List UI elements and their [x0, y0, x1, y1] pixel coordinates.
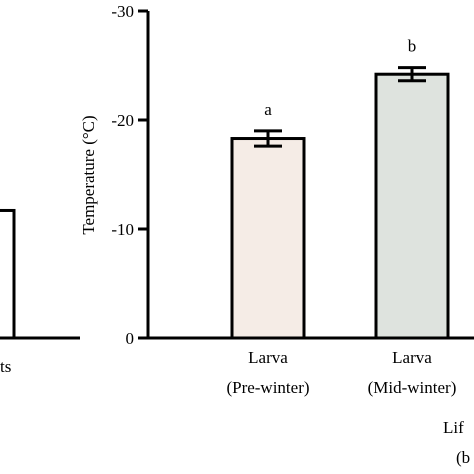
left-panel-category-fragment: ts	[0, 357, 11, 376]
bar-2	[374, 72, 450, 340]
significance-label: a	[264, 100, 272, 119]
x-axis-label-sub: (b	[456, 448, 470, 467]
left-panel-bar	[0, 208, 16, 340]
y-tick-label: -10	[111, 220, 134, 239]
y-tick-label: -20	[111, 111, 134, 130]
x-axis-label: Lif	[443, 418, 464, 437]
category-label: Larva	[248, 348, 288, 367]
category-label: (Pre-winter)	[226, 378, 309, 397]
category-labels: Larva (Pre-winter) Larva (Mid-winter)	[226, 348, 456, 397]
category-label: (Mid-winter)	[368, 378, 457, 397]
y-tick-label: 0	[126, 329, 135, 348]
plot-area: 0-10-20-30 ab Larva(Pre-winter)Larva(Mid…	[111, 2, 474, 397]
y-ticks: 0 -10 -20 -30	[111, 2, 148, 348]
bar-1	[230, 137, 306, 340]
y-axis-label: Temperature (°C)	[79, 115, 98, 234]
category-label: Larva	[392, 348, 432, 367]
left-panel-fragment: ts	[0, 208, 80, 376]
significance-label: b	[408, 37, 417, 56]
bars: ab	[230, 37, 450, 340]
y-tick-label: -30	[111, 2, 134, 21]
